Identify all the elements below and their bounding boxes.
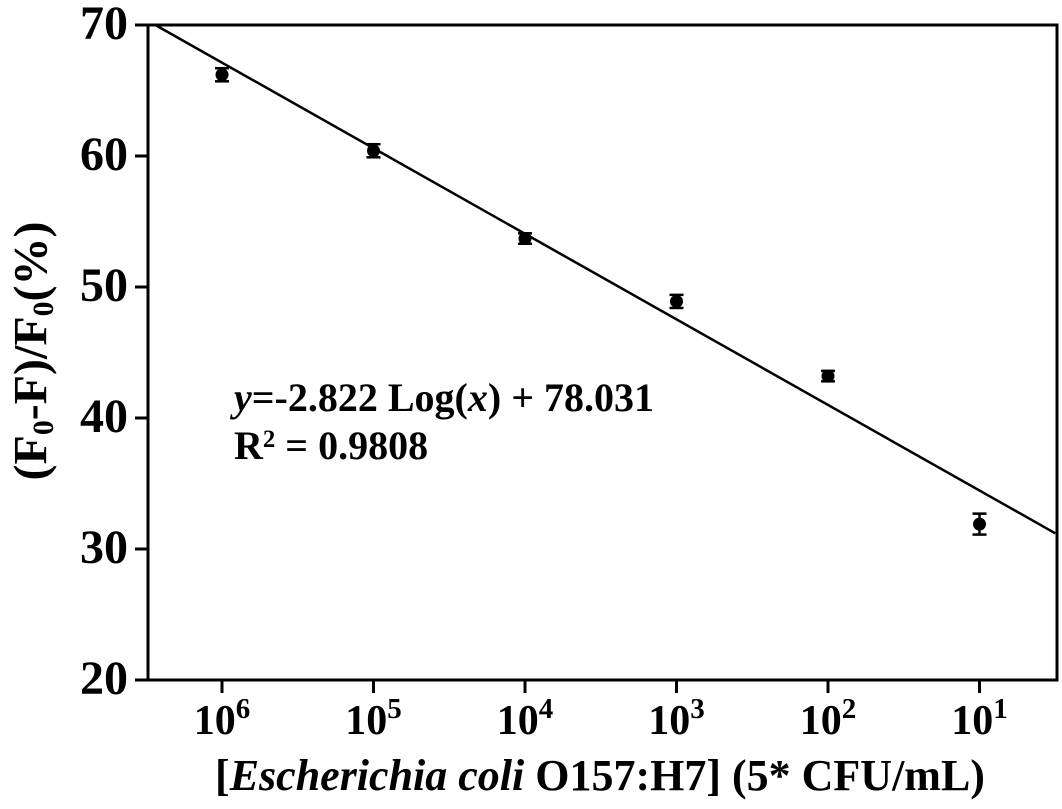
y-tick-label: 70 [80,0,128,51]
y-tick-label: 30 [80,521,128,575]
y-tick-label: 40 [80,390,128,444]
data-point [973,517,986,531]
fit-annotation: y=-2.822 Log(x) + 78.031 R2 = 0.9808 [234,374,654,470]
data-point [367,144,380,158]
x-axis-title: [Escherichia coli O157:H7] (5* CFU/mL) [215,751,985,800]
x-tick-label: 102 [799,693,857,744]
x-tick-label: 105 [345,693,402,744]
data-point [215,68,229,82]
r-squared-value: R2 = 0.9808 [234,423,429,468]
y-tick-label: 60 [80,128,128,182]
data-point [670,294,683,308]
trendline [154,23,1056,535]
y-tick-label: 50 [80,259,128,313]
x-tick-label: 101 [951,693,1008,744]
y-axis-title: (F0-F)/F0(%) [4,221,60,481]
x-tick-label: 103 [648,693,705,744]
fit-equation: y=-2.822 Log(x) + 78.031 [234,375,655,420]
plot-frame [146,23,1059,682]
data-point [821,369,835,383]
x-tick-label: 104 [496,693,554,744]
y-tick-label: 20 [80,652,128,706]
data-point [518,232,532,246]
x-tick-label: 106 [193,693,251,744]
